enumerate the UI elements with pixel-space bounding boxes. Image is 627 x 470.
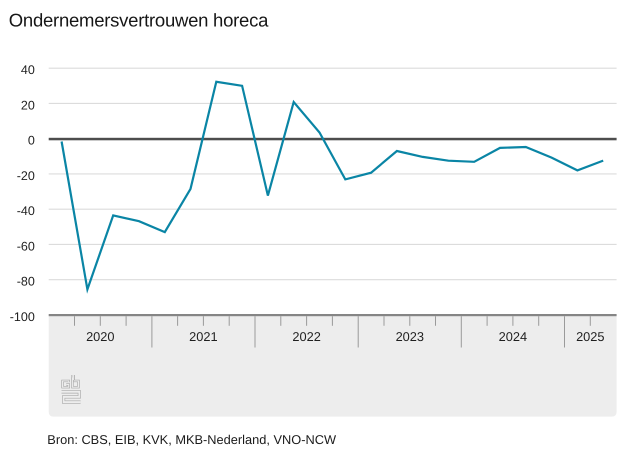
svg-text:Ondernemersvertrouwen horeca: Ondernemersvertrouwen horeca [9, 9, 269, 30]
svg-text:-20: -20 [17, 169, 35, 183]
svg-text:20: 20 [21, 98, 35, 112]
svg-text:2023: 2023 [396, 329, 424, 344]
svg-text:2024: 2024 [499, 329, 527, 344]
svg-text:2022: 2022 [292, 329, 320, 344]
svg-text:-60: -60 [17, 239, 35, 253]
svg-text:2025: 2025 [576, 329, 604, 344]
svg-text:2020: 2020 [86, 329, 114, 344]
svg-text:40: 40 [21, 63, 35, 77]
svg-text:-40: -40 [17, 204, 35, 218]
svg-text:-100: -100 [10, 310, 35, 324]
svg-text:Bron: CBS, EIB, KVK, MKB-Neder: Bron: CBS, EIB, KVK, MKB-Nederland, VNO-… [47, 432, 337, 447]
svg-text:2021: 2021 [189, 329, 217, 344]
svg-text:0: 0 [28, 134, 35, 148]
svg-text:-80: -80 [17, 275, 35, 289]
